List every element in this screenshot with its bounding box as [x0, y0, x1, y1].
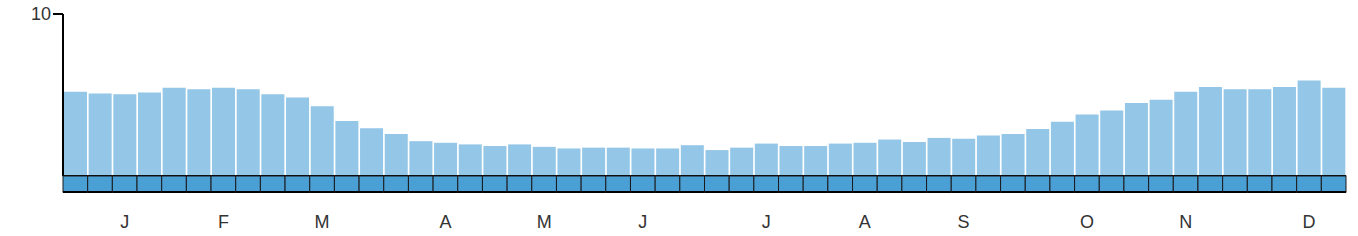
svg-text:S: S — [958, 212, 970, 232]
svg-text:M: M — [537, 212, 552, 232]
svg-text:J: J — [762, 212, 771, 232]
svg-text:10: 10 — [31, 4, 51, 24]
svg-text:D: D — [1302, 212, 1315, 232]
svg-text:N: N — [1179, 212, 1192, 232]
svg-text:J: J — [120, 212, 129, 232]
svg-text:J: J — [638, 212, 647, 232]
svg-text:M: M — [315, 212, 330, 232]
svg-text:A: A — [439, 212, 451, 232]
svg-text:F: F — [218, 212, 229, 232]
svg-text:O: O — [1080, 212, 1094, 232]
svg-text:A: A — [859, 212, 871, 232]
